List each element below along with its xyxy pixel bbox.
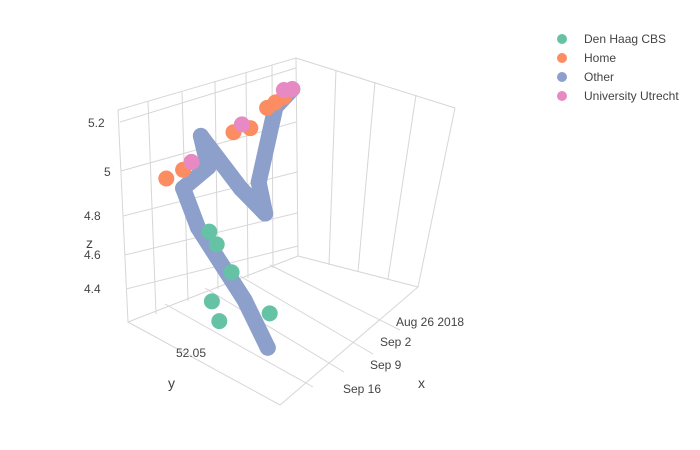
z-axis-title: z: [86, 235, 93, 251]
data-point-den-haag-cbs[interactable]: [223, 264, 240, 281]
data-point-other[interactable]: [175, 180, 192, 197]
x-tick: Aug 26 2018: [396, 315, 464, 329]
z-tick: 4.6: [84, 248, 101, 262]
data-point-other[interactable]: [200, 159, 217, 176]
data-point-other[interactable]: [236, 292, 253, 308]
y-tick: 52.05: [176, 346, 206, 360]
data-point-university-utrecht[interactable]: [183, 154, 200, 170]
legend: Den Haag CBS Home Other University Utrec…: [557, 32, 679, 103]
x-tick: Sep 16: [343, 382, 381, 396]
legend-marker-university-utrecht: [557, 91, 567, 101]
legend-item[interactable]: Den Haag CBS: [557, 32, 666, 46]
x-tick: Sep 9: [370, 358, 402, 372]
data-point-den-haag-cbs[interactable]: [261, 305, 278, 322]
z-tick: 4.8: [84, 209, 101, 223]
legend-marker-other: [557, 72, 567, 82]
legend-item[interactable]: Home: [557, 51, 616, 65]
data-point-other[interactable]: [257, 205, 274, 222]
data-point-den-haag-cbs[interactable]: [208, 236, 225, 253]
legend-label: Other: [584, 70, 614, 84]
y-axis-title: y: [168, 375, 175, 391]
y-ticks: 52.05: [176, 346, 206, 360]
legend-item[interactable]: Other: [557, 70, 614, 84]
scene-grid: [117, 57, 456, 406]
data-point-university-utrecht[interactable]: [275, 82, 292, 98]
data-point-home[interactable]: [259, 99, 276, 116]
legend-label: University Utrecht: [584, 89, 679, 103]
z-tick: 5.2: [88, 116, 105, 130]
data-point-den-haag-cbs[interactable]: [203, 293, 220, 310]
z-ticks: 5.2 5 4.8 4.6 4.4: [84, 116, 111, 296]
legend-marker-home: [557, 53, 567, 63]
z-tick: 5: [104, 165, 111, 179]
data-point-den-haag-cbs[interactable]: [201, 223, 218, 240]
legend-marker-den-haag-cbs: [557, 34, 567, 44]
legend-item[interactable]: University Utrecht: [557, 89, 679, 103]
x-axis-title: x: [418, 375, 425, 391]
data-point-other[interactable]: [250, 174, 267, 191]
x-ticks: Aug 26 2018 Sep 2 Sep 9 Sep 16: [343, 315, 464, 396]
data-point-other[interactable]: [192, 127, 209, 144]
z-tick: 4.4: [84, 282, 101, 296]
legend-label: Den Haag CBS: [584, 32, 666, 46]
data-point-university-utrecht[interactable]: [233, 116, 250, 133]
data-point-den-haag-cbs[interactable]: [211, 313, 228, 330]
data-point-home[interactable]: [158, 170, 175, 187]
traces: [158, 81, 301, 356]
data-point-other[interactable]: [232, 180, 249, 197]
legend-label: Home: [584, 51, 616, 65]
x-tick: Sep 2: [380, 335, 412, 349]
data-point-other[interactable]: [259, 339, 276, 356]
